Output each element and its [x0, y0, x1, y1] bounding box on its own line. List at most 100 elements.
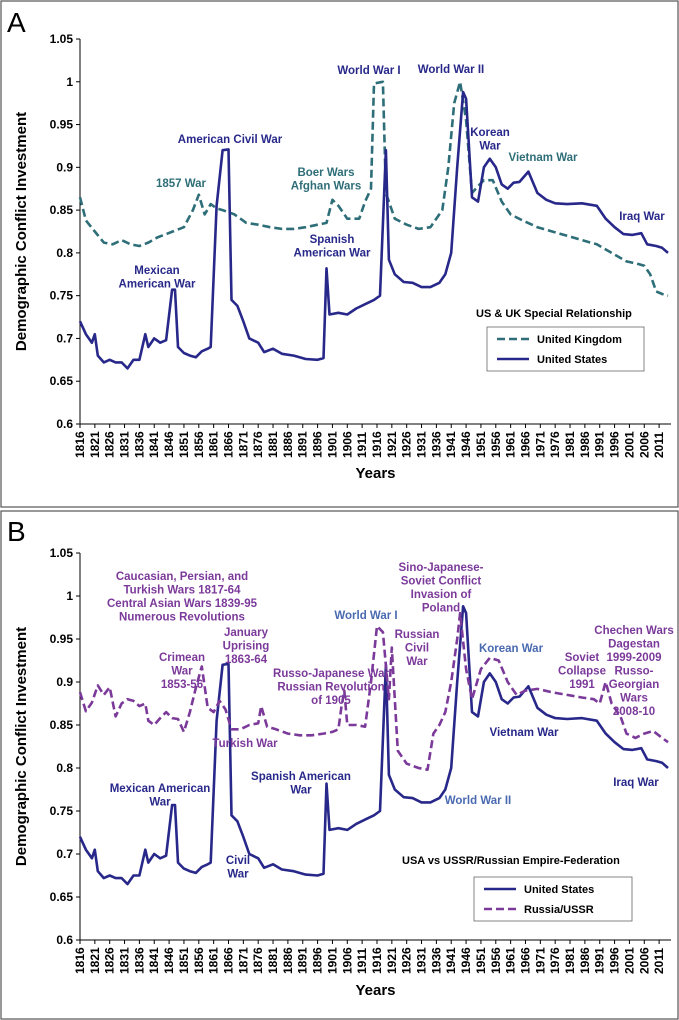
panel-b-x-tick-label: 1871 — [236, 947, 250, 974]
panel-b-x-tick-label: 1956 — [489, 947, 503, 974]
panel-b-x-tick-label: 1856 — [192, 947, 206, 974]
panel-a-y-tick-label: 0.65 — [50, 374, 74, 388]
panel-a-annotation: Vietnam War — [508, 152, 578, 164]
panel-a-y-tick-label: 0.6 — [56, 417, 73, 431]
panel-a-y-tick-label: 1 — [66, 75, 73, 89]
panel-a-x-tick-label: 1891 — [296, 431, 310, 458]
panel-b-x-tick-label: 1876 — [251, 947, 265, 974]
panel-a-x-tick-label: 1916 — [370, 431, 384, 458]
panel-b-x-tick-label: 1916 — [370, 947, 384, 974]
panel-a-x-tick-label: 1911 — [355, 432, 369, 458]
panel-b-x-tick-label: 1931 — [415, 947, 429, 974]
panel-b-annotation: Soviet Collapse 1991 — [558, 652, 606, 691]
panel-a-x-tick-label: 1986 — [578, 431, 592, 458]
panel-b-x-tick-label: 2001 — [622, 947, 636, 974]
panel-a-annotation: World War I — [337, 65, 400, 77]
panel-b-annotation: Chechen Wars Dagestan 1999-2009 Russo-Georg… — [594, 625, 673, 718]
panel-b-y-tick-label: 1 — [66, 589, 73, 603]
panel-b-x-tick-label: 1961 — [504, 947, 518, 974]
panel-b-y-axis-title: Demographic Conflict Investment — [13, 627, 30, 866]
panel-a-annotation: 1857 War — [156, 178, 207, 190]
panel-b-series-russia-ussr-line — [78, 611, 669, 771]
panel-a-x-tick-label: 1966 — [518, 431, 532, 458]
panel-b-x-tick-label: 1831 — [118, 947, 132, 974]
panel-b-y-tick-label: 0.95 — [50, 632, 74, 646]
panel-a-y-tick-label: 1.05 — [50, 32, 74, 46]
panel-a-x-tick-label: 1946 — [459, 431, 473, 458]
panel-b-y-tick-label: 0.75 — [50, 804, 74, 818]
panel-a-letter: A — [7, 7, 26, 38]
panel-b-x-tick-label: 1986 — [578, 947, 592, 974]
panel-b-x-tick-label: 1901 — [325, 947, 339, 974]
panel-a-y-axis-title: Demographic Conflict Investment — [13, 112, 30, 351]
panel-a-x-tick-label: 1971 — [533, 431, 547, 458]
panel-b-y-tick-label: 0.7 — [56, 847, 73, 861]
panel-b-x-tick-label: 2006 — [637, 947, 651, 974]
panel-a-legend-box — [486, 326, 645, 372]
panel-b-y-tick-label: 0.6 — [56, 933, 73, 947]
panel-b-annotation: Russian Civil War — [395, 629, 440, 668]
panel-b-x-tick-label: 1851 — [177, 947, 191, 974]
panel-a-x-tick-label: 1881 — [266, 431, 280, 458]
panel-b-annotation: Korean War — [479, 643, 544, 655]
panel-b-x-tick-label: 1996 — [608, 947, 622, 974]
panel-b-annotation: Turkish War — [212, 738, 278, 750]
panel-b-x-tick-label: 1971 — [533, 947, 547, 974]
panel-a-series-united-kingdom-line — [78, 80, 669, 297]
panel-a-legend-label: United States — [537, 354, 607, 366]
panel-b-y-tick-label: 0.65 — [50, 890, 74, 904]
panel-a-x-tick-label: 1901 — [325, 431, 339, 458]
panel-b-y-tick-label: 0.8 — [56, 761, 73, 775]
panel-b-annotation: Iraq War — [613, 777, 659, 789]
panel-b-series-united-states-line — [78, 605, 669, 886]
panel-b-annotation: World War I — [334, 610, 397, 622]
panel-a-legend-label: United Kingdom — [537, 334, 622, 346]
panel-a-annotation: Iraq War — [619, 211, 665, 223]
panel-a-x-tick-label: 1826 — [103, 431, 117, 458]
panel-a-x-tick-label: 1816 — [73, 431, 87, 458]
panel-a-x-tick-label: 1821 — [88, 431, 102, 458]
panel-a-x-tick-label: 1841 — [147, 431, 161, 458]
panel-b-annotation: Caucasian, Persian, and Turkish Wars 1817… — [107, 571, 258, 624]
panel-a-annotation: Boer Wars Afghan Wars — [291, 167, 362, 193]
panel-a-frame — [0, 0, 679, 508]
panel-b-x-tick-label: 1816 — [73, 947, 87, 974]
panel-b-x-tick-label: 1906 — [340, 947, 354, 974]
panel-b-annotation: Russo-Japanese War Russian Revolution of 1… — [273, 668, 389, 707]
panel-a-x-tick-label: 1941 — [444, 431, 458, 458]
panel-a-x-tick-label: 1846 — [162, 431, 176, 458]
panel-a-x-tick-label: 2011 — [652, 432, 666, 458]
panel-b-annotation: Crimean War 1853-56 — [159, 652, 205, 691]
panel-a-x-tick-label: 1871 — [236, 431, 250, 458]
panel-a-x-tick-label: 1906 — [340, 431, 354, 458]
panel-b-x-tick-label: 1991 — [593, 947, 607, 974]
panel-a-x-tick-label: 1836 — [132, 431, 146, 458]
panel-b-caption: USA vs USSR/Russian Empire-Federation — [402, 855, 620, 867]
panel-b-letter: B — [7, 516, 26, 547]
panel-b-legend-box — [473, 876, 633, 922]
panel-b-x-tick-label: 2011 — [652, 948, 666, 974]
panel-a-x-tick-label: 1886 — [281, 431, 295, 458]
panel-b-legend-label: Russia/USSR — [524, 904, 594, 916]
panel-b-x-tick-label: 1821 — [88, 947, 102, 974]
panel-b-x-tick-label: 1861 — [207, 947, 221, 974]
panel-a-x-tick-label: 2001 — [622, 431, 636, 458]
panel-a-y-tick-label: 0.8 — [56, 246, 73, 260]
panel-b-y-tick-label: 0.85 — [50, 718, 74, 732]
panel-b-x-tick-label: 1826 — [103, 947, 117, 974]
panel-b-x-tick-label: 1841 — [147, 947, 161, 974]
panel-a-x-tick-label: 1926 — [400, 431, 414, 458]
panel-b-x-tick-label: 1836 — [132, 947, 146, 974]
panel-b-x-tick-label: 1951 — [474, 947, 488, 974]
panel-a-x-tick-label: 1951 — [474, 431, 488, 458]
panel-b-y-tick-label: 1.05 — [50, 546, 74, 560]
panel-a-x-tick-label: 1831 — [118, 431, 132, 458]
panel-b-annotation: Civil War — [226, 855, 250, 881]
panel-a-x-tick-label: 1936 — [429, 431, 443, 458]
panel-b-x-tick-label: 1896 — [311, 947, 325, 974]
panel-a-x-tick-label: 1866 — [221, 431, 235, 458]
panel-a-y-tick-label: 0.7 — [56, 331, 73, 345]
panel-b-annotation: Mexican American War — [110, 783, 211, 809]
panel-b-x-tick-label: 1976 — [548, 947, 562, 974]
